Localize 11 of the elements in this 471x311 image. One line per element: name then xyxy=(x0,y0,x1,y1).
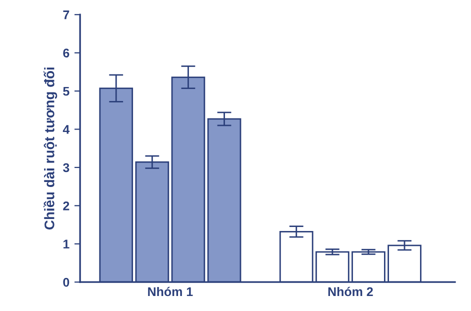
y-tick-label: 4 xyxy=(62,125,70,134)
y-tick-label: 1 xyxy=(63,240,70,248)
y-tick-label: 6 xyxy=(63,48,70,58)
x-tick-label: Nhóm 2 xyxy=(328,286,373,296)
y-tick-label: 3 xyxy=(62,163,70,172)
y-tick-label: 5 xyxy=(63,86,70,96)
y-tick-label: 0 xyxy=(63,278,70,287)
y-axis-title: Chiều dài ruột tương đối xyxy=(44,68,58,230)
y-tick-label: 7 xyxy=(63,10,70,20)
y-tick-label: 2 xyxy=(63,201,70,210)
x-tick-label: Nhóm 1 xyxy=(148,286,193,296)
